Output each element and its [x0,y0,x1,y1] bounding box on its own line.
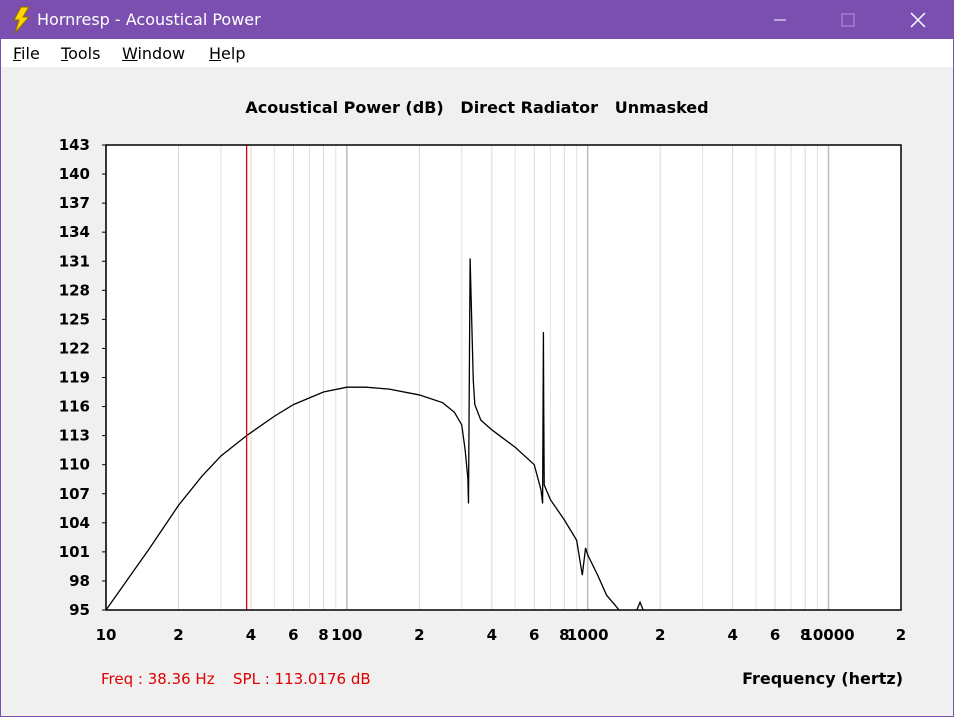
y-tick-label: 98 [69,572,90,590]
menu-item[interactable]: File [13,44,40,63]
menu-item[interactable]: Help [209,44,246,63]
x-tick-label: 8 [800,626,810,644]
menu-item[interactable]: Window [122,44,186,63]
menu-item[interactable]: Tools [61,44,101,63]
y-tick-label: 110 [59,456,90,474]
window-controls[interactable] [771,1,941,39]
x-tick-label: 8 [559,626,569,644]
x-tick-label: 8 [318,626,328,644]
y-tick-label: 104 [59,514,90,532]
y-tick-label: 131 [59,252,90,270]
x-tick-label: 100 [331,626,362,644]
y-tick-label: 137 [59,194,90,212]
cursor-spl: SPL : 113.0176 dB [233,670,371,688]
x-tick-label: 2 [896,626,906,644]
y-tick-label: 113 [59,427,90,445]
data-line [106,258,644,610]
y-tick-label: 107 [59,485,90,503]
x-tick-label: 1000 [567,626,609,644]
menu-bar: File Tools Window Help [1,39,953,67]
y-tick-label: 143 [59,136,90,154]
x-axis-label: Frequency (hertz) [742,669,903,688]
x-tick-label: 2 [655,626,665,644]
title-bar: Hornresp - Acoustical Power [1,1,953,39]
x-tick-label: 10000 [802,626,854,644]
y-tick-label: 122 [59,339,90,357]
x-tick-label: 6 [529,626,539,644]
app-icon [13,6,31,34]
y-tick-label: 95 [69,601,90,619]
plot-area [106,145,901,610]
x-tick-label: 4 [487,626,497,644]
y-tick-label: 125 [59,310,90,328]
x-tick-label: 4 [246,626,256,644]
y-tick-label: 119 [59,369,90,387]
y-tick-label: 116 [59,398,90,416]
cursor-freq: Freq : 38.36 Hz [101,670,215,688]
y-tick-label: 140 [59,165,90,183]
chart-title: Acoustical Power (dB) Direct Radiator Un… [245,98,708,117]
y-tick-label: 101 [59,543,90,561]
x-tick-label: 4 [727,626,737,644]
x-tick-label: 2 [173,626,183,644]
x-tick-label: 6 [288,626,298,644]
window-title: Hornresp - Acoustical Power [37,10,261,29]
x-tick-label: 2 [414,626,424,644]
x-tick-label: 6 [770,626,780,644]
y-tick-label: 134 [59,223,90,241]
y-tick-label: 128 [59,281,90,299]
x-tick-label: 10 [96,626,117,644]
